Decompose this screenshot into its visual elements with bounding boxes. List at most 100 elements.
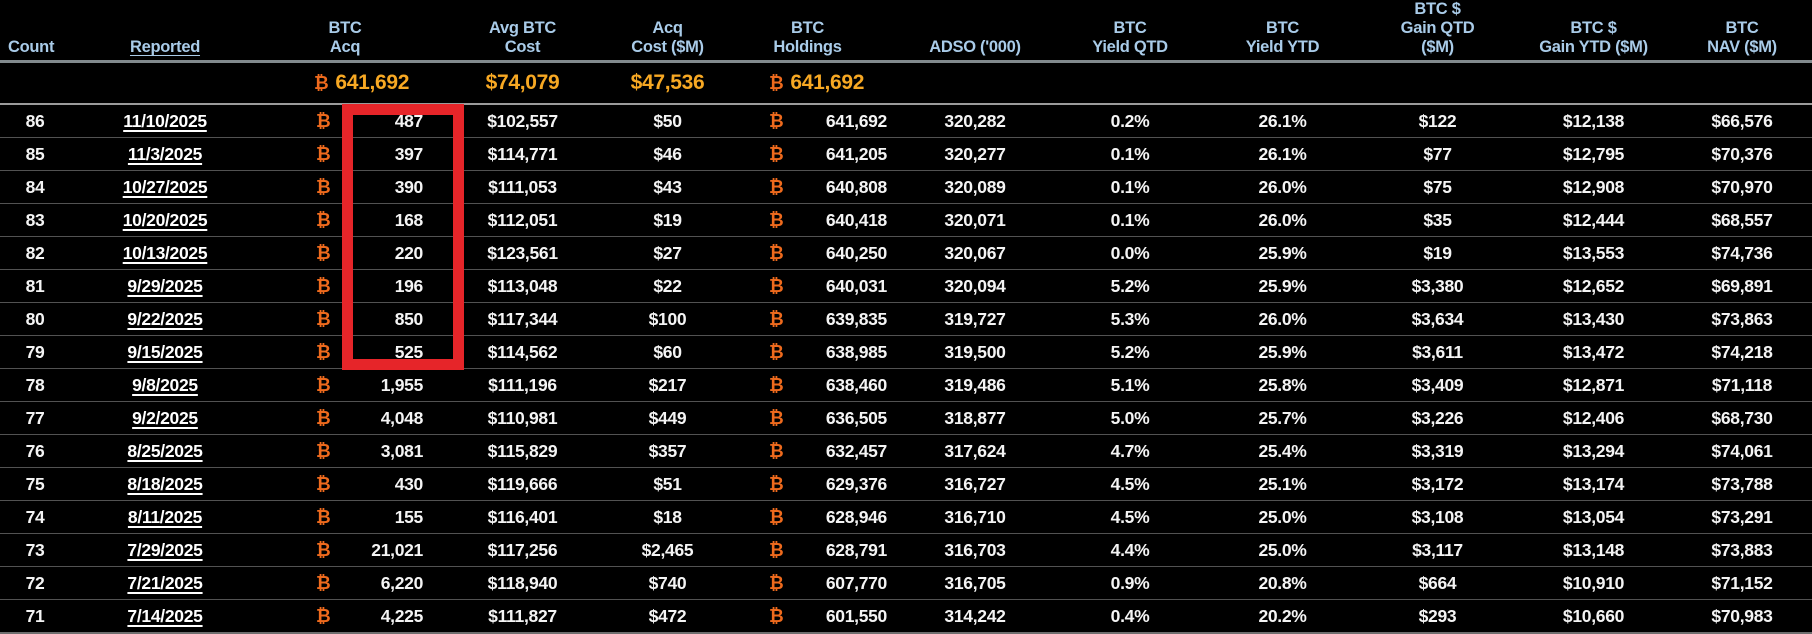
btc-holdings-cell: ₿ 640,250 <box>720 243 895 264</box>
reported-date-link[interactable]: 9/22/2025 <box>127 308 203 329</box>
btc-icon: ₿ <box>769 276 784 296</box>
acq-cost-value: $2,465 <box>641 539 694 560</box>
btc-holdings-value: 636,505 <box>825 407 887 428</box>
reported-date-link[interactable]: 9/29/2025 <box>127 275 203 296</box>
reported-date-link[interactable]: 10/20/2025 <box>122 209 208 230</box>
count-cell: 82 <box>25 242 45 263</box>
btc-holdings-value: 632,457 <box>825 440 887 461</box>
btc-yield-qtd-value: 5.2% <box>1110 275 1150 296</box>
table-row: 73 7/29/2025 ₿ 21,021 $117,256 $2,465 ₿ … <box>0 534 1812 567</box>
col-header-reported[interactable]: Reported <box>129 38 201 56</box>
avg-btc-cost-value: $113,048 <box>487 275 558 296</box>
btc-acq-cell: ₿ 525 <box>260 342 430 363</box>
btc-icon: ₿ <box>769 342 784 362</box>
btc-gain-ytd-value: $10,910 <box>1562 572 1625 593</box>
btc-gain-ytd-value: $13,294 <box>1562 440 1625 461</box>
reported-cell: 7/14/2025 <box>70 606 260 627</box>
adso-value: 314,242 <box>944 605 1006 626</box>
reported-date-link[interactable]: 9/15/2025 <box>127 341 203 362</box>
avg-btc-cost-value: $111,827 <box>488 605 557 626</box>
btc-acq-cell: ₿ 155 <box>260 507 430 528</box>
acq-cost-value: $357 <box>648 440 687 461</box>
reported-date-link[interactable]: 9/8/2025 <box>132 374 198 395</box>
btc-holdings-cell: ₿ 641,205 <box>720 144 895 165</box>
btc-holdings-value: 628,946 <box>825 506 887 527</box>
acq-cost-value: $60 <box>653 341 682 362</box>
btc-acq-cell: ₿ 397 <box>260 144 430 165</box>
count-cell: 74 <box>25 506 45 527</box>
btc-gain-qtd-value: $3,634 <box>1411 308 1464 329</box>
adso-value: 320,071 <box>944 209 1006 230</box>
adso-value: 319,727 <box>944 308 1006 329</box>
btc-icon: ₿ <box>316 243 331 263</box>
reported-date-link[interactable]: 10/27/2025 <box>122 176 208 197</box>
reported-date-link[interactable]: 10/13/2025 <box>122 242 208 263</box>
acq-cost-value: $449 <box>648 407 687 428</box>
btc-yield-qtd-value: 0.2% <box>1110 110 1150 131</box>
reported-date-link[interactable]: 11/10/2025 <box>123 110 207 131</box>
adso-value: 320,282 <box>944 110 1006 131</box>
reported-date-link[interactable]: 7/21/2025 <box>127 572 203 593</box>
btc-acq-cell: ₿ 196 <box>260 276 430 297</box>
btc-acq-value: 430 <box>394 473 424 494</box>
btc-yield-ytd-value: 25.1% <box>1258 473 1307 494</box>
btc-yield-ytd-value: 25.7% <box>1258 407 1307 428</box>
avg-btc-cost-value: $102,557 <box>487 110 558 131</box>
avg-btc-cost-value: $116,401 <box>487 506 558 527</box>
btc-icon: ₿ <box>316 309 331 329</box>
reported-date-link[interactable]: 8/25/2025 <box>127 440 203 461</box>
btc-holdings-value: 601,550 <box>825 605 887 626</box>
btc-gain-qtd-value: $19 <box>1423 242 1452 263</box>
reported-date-link[interactable]: 9/2/2025 <box>132 407 198 428</box>
btc-holdings-value: 629,376 <box>825 473 887 494</box>
reported-date-link[interactable]: 8/11/2025 <box>127 506 203 527</box>
btc-acq-value: 4,225 <box>380 605 424 626</box>
table-row: 81 9/29/2025 ₿ 196 $113,048 $22 ₿ 640,03… <box>0 270 1812 303</box>
btc-holdings-cell: ₿ 628,791 <box>720 540 895 561</box>
btc-gain-ytd-value: $12,652 <box>1562 275 1625 296</box>
btc-yield-qtd-value: 0.1% <box>1110 209 1150 230</box>
acq-cost-value: $217 <box>648 374 687 395</box>
btc-holdings-cell: ₿ 601,550 <box>720 606 895 627</box>
btc-gain-qtd-value: $3,117 <box>1412 539 1463 560</box>
reported-cell: 9/2/2025 <box>70 408 260 429</box>
reported-date-link[interactable]: 7/29/2025 <box>127 539 203 560</box>
btc-gain-qtd-value: $35 <box>1423 209 1452 230</box>
count-cell: 79 <box>25 341 45 362</box>
btc-yield-ytd-value: 25.0% <box>1258 506 1307 527</box>
btc-acq-value: 3,081 <box>380 440 424 461</box>
btc-icon: ₿ <box>769 375 784 395</box>
btc-holdings-value: 640,808 <box>825 176 887 197</box>
col-header-yield-ytd: BTC Yield YTD <box>1245 19 1320 56</box>
reported-date-link[interactable]: 7/14/2025 <box>127 605 203 626</box>
btc-yield-ytd-value: 26.0% <box>1258 308 1307 329</box>
btc-nav-value: $73,291 <box>1711 506 1773 527</box>
btc-acq-cell: ₿ 3,081 <box>260 441 430 462</box>
btc-icon: ₿ <box>316 177 331 197</box>
btc-yield-ytd-value: 25.9% <box>1258 242 1307 263</box>
red-highlight-rectangle <box>342 104 464 370</box>
btc-yield-ytd-value: 20.8% <box>1258 572 1307 593</box>
btc-icon: ₿ <box>316 342 331 362</box>
reported-cell: 9/15/2025 <box>70 342 260 363</box>
btc-icon: ₿ <box>769 408 784 428</box>
reported-date-link[interactable]: 8/18/2025 <box>127 473 203 494</box>
btc-acq-cell: ₿ 6,220 <box>260 573 430 594</box>
table-row: 75 8/18/2025 ₿ 430 $119,666 $51 ₿ 629,37… <box>0 468 1812 501</box>
acq-cost-value: $22 <box>653 275 682 296</box>
adso-value: 316,727 <box>944 473 1006 494</box>
btc-icon: ₿ <box>769 441 784 461</box>
acq-cost-value: $19 <box>653 209 682 230</box>
btc-icon: ₿ <box>769 309 784 329</box>
btc-gain-ytd-value: $13,148 <box>1562 539 1625 560</box>
btc-acq-value: 397 <box>394 143 424 164</box>
count-cell: 78 <box>25 374 45 395</box>
col-header-gain-ytd: BTC $ Gain YTD ($M) <box>1539 19 1648 56</box>
avg-btc-cost-value: $114,562 <box>487 341 558 362</box>
reported-cell: 9/29/2025 <box>70 276 260 297</box>
reported-date-link[interactable]: 11/3/2025 <box>127 143 203 164</box>
btc-icon: ₿ <box>316 606 331 626</box>
col-header-gain-qtd: BTC $ Gain QTD ($M) <box>1400 0 1475 56</box>
acq-cost-value: $46 <box>653 143 682 164</box>
